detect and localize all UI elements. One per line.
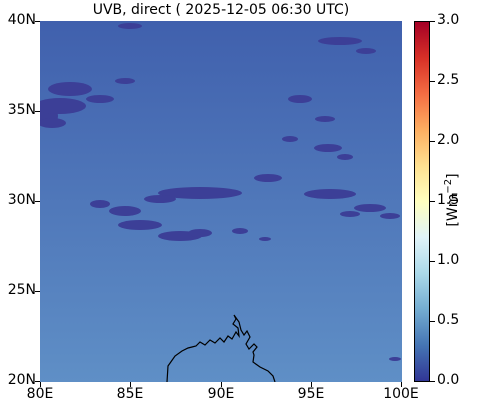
cloud-patch: [259, 237, 271, 241]
cloud-patch: [40, 98, 86, 114]
cloud-patch: [86, 95, 114, 103]
cloud-patch: [315, 116, 335, 122]
y-tick-label: 35N: [7, 102, 36, 118]
map-plot: [40, 21, 402, 382]
cbar-tick-mark: [430, 81, 435, 82]
cloud-patch: [304, 189, 356, 199]
x-tick-mark: [130, 382, 131, 387]
plot-title: UVB, direct ( 2025-12-05 06:30 UTC): [92, 2, 350, 18]
cloud-patch: [144, 195, 176, 203]
cbar-tick-mark: [430, 201, 435, 202]
x-tick-label: 85E: [116, 386, 144, 402]
x-tick-mark: [221, 382, 222, 387]
cloud-patch: [115, 78, 135, 84]
cloud-patch: [158, 187, 242, 199]
cloud-patch: [118, 220, 162, 230]
cbar-tick-label: 3.0: [437, 12, 460, 28]
cloud-patch: [288, 95, 312, 103]
cloud-patch: [340, 211, 360, 217]
cloud-patch: [389, 357, 401, 361]
colorbar-label: [Wm−2]: [443, 173, 461, 226]
cbar-tick-mark: [430, 21, 435, 22]
cloud-patch: [380, 213, 400, 219]
cloud-patch: [318, 37, 362, 45]
cloud-patch: [90, 200, 110, 208]
cloud-patch: [254, 174, 282, 182]
colorbar: [414, 21, 430, 382]
cbar-tick-label: 1.5: [437, 192, 460, 208]
cbar-tick-label: 1.0: [437, 252, 460, 268]
cbar-tick-label: 2.0: [437, 132, 460, 148]
y-tick-label: 20N: [7, 372, 36, 388]
cloud-patch: [356, 48, 376, 54]
y-tick-label: 30N: [7, 192, 36, 208]
cloud-patch: [118, 23, 142, 29]
cbar-tick-mark: [430, 261, 435, 262]
x-tick-mark: [40, 382, 41, 387]
y-tick-mark: [35, 201, 40, 202]
cloud-patches: [40, 23, 401, 361]
cloud-patch: [188, 229, 212, 237]
cloud-patch: [314, 144, 342, 152]
x-tick-label: 90E: [207, 386, 235, 402]
y-tick-mark: [35, 111, 40, 112]
cbar-tick-label: 0.0: [437, 372, 460, 388]
y-tick-mark: [35, 291, 40, 292]
x-tick-label: 95E: [297, 386, 325, 402]
colorbar-label-end: ]: [444, 173, 461, 179]
cbar-tick-mark: [430, 381, 435, 382]
cloud-patch: [109, 206, 141, 216]
y-tick-mark: [35, 21, 40, 22]
colorbar-label-base: [Wm: [444, 193, 461, 227]
x-tick-label: 100E: [383, 386, 419, 402]
cloud-patch: [40, 118, 66, 128]
cbar-tick-label: 2.5: [437, 72, 460, 88]
colorbar-label-exp: −2: [443, 178, 455, 194]
cloud-patch: [337, 154, 353, 160]
cloud-patch: [232, 228, 248, 234]
cbar-tick-mark: [430, 321, 435, 322]
cbar-tick-label: 0.5: [437, 312, 460, 328]
x-tick-mark: [311, 382, 312, 387]
y-tick-label: 25N: [7, 282, 36, 298]
x-tick-label: 80E: [26, 386, 54, 402]
y-tick-mark: [35, 381, 40, 382]
cloud-patch: [48, 82, 92, 96]
coastline: [166, 314, 276, 382]
y-tick-label: 40N: [7, 12, 36, 28]
cloud-patch: [282, 136, 298, 142]
cloud-patch: [354, 204, 386, 212]
x-tick-mark: [401, 382, 402, 387]
cbar-tick-mark: [430, 141, 435, 142]
